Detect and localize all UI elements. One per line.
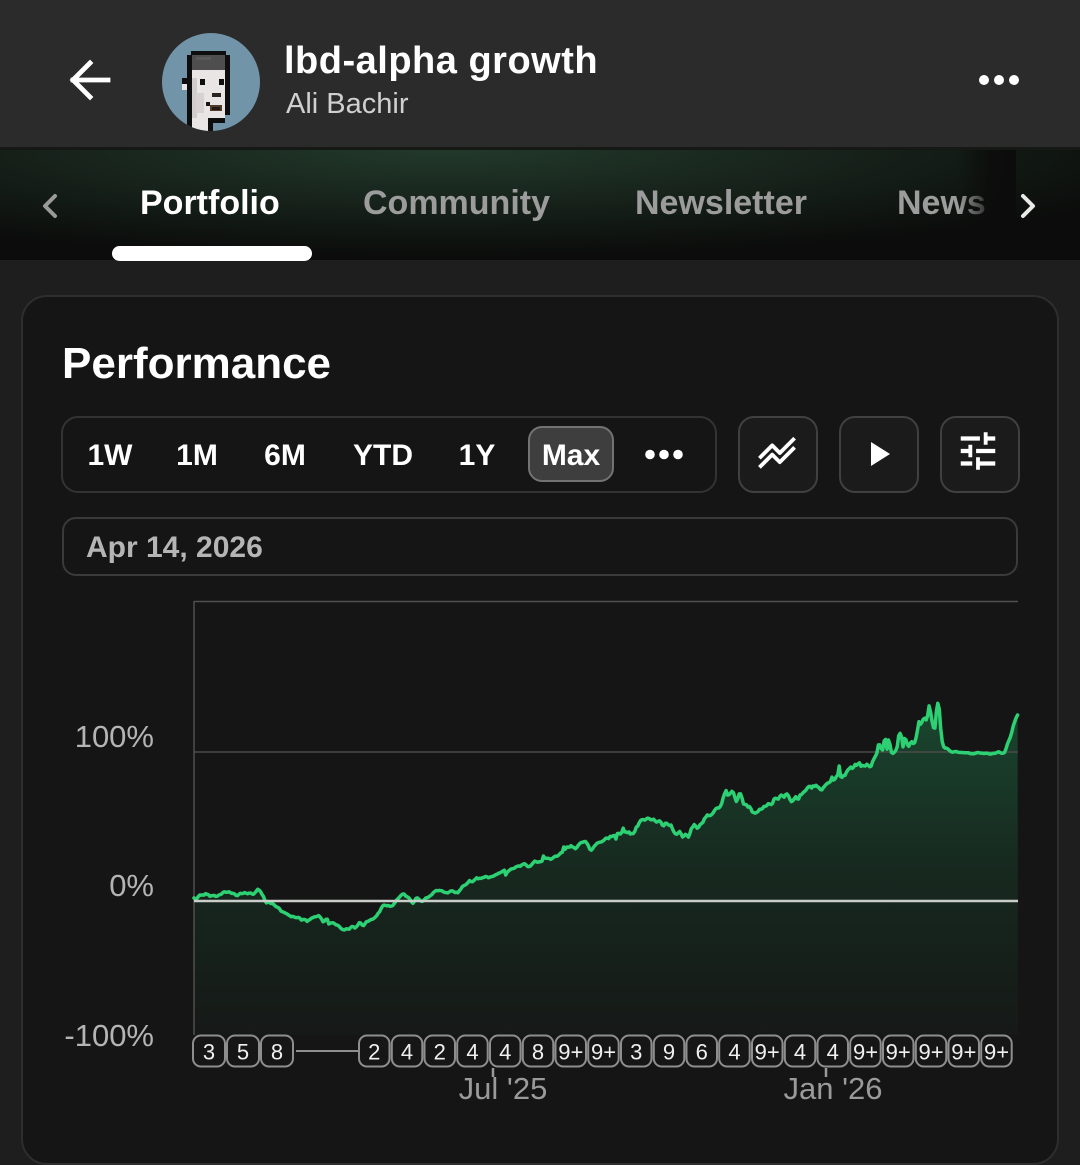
svg-text:Jan '26: Jan '26: [784, 1071, 883, 1106]
svg-text:Jul '25: Jul '25: [459, 1071, 548, 1106]
svg-text:0%: 0%: [109, 868, 154, 903]
svg-text:9+: 9+: [755, 1040, 780, 1065]
svg-text:4: 4: [794, 1040, 806, 1065]
svg-text:9+: 9+: [918, 1040, 943, 1065]
svg-text:4: 4: [466, 1040, 478, 1065]
svg-text:100%: 100%: [75, 719, 154, 754]
svg-text:8: 8: [532, 1040, 544, 1065]
svg-text:-100%: -100%: [64, 1018, 154, 1053]
svg-text:9+: 9+: [853, 1040, 878, 1065]
svg-text:9+: 9+: [984, 1040, 1009, 1065]
svg-text:9+: 9+: [591, 1040, 616, 1065]
svg-text:3: 3: [203, 1040, 215, 1065]
svg-text:4: 4: [499, 1040, 511, 1065]
svg-text:4: 4: [827, 1040, 839, 1065]
svg-text:4: 4: [728, 1040, 740, 1065]
svg-text:3: 3: [630, 1040, 642, 1065]
svg-text:8: 8: [271, 1040, 283, 1065]
svg-text:9: 9: [663, 1040, 675, 1065]
svg-text:6: 6: [696, 1040, 708, 1065]
svg-text:4: 4: [401, 1040, 413, 1065]
svg-text:9+: 9+: [951, 1040, 976, 1065]
svg-text:9+: 9+: [558, 1040, 583, 1065]
svg-text:2: 2: [368, 1040, 380, 1065]
svg-text:9+: 9+: [886, 1040, 911, 1065]
svg-text:5: 5: [237, 1040, 249, 1065]
svg-text:2: 2: [434, 1040, 446, 1065]
